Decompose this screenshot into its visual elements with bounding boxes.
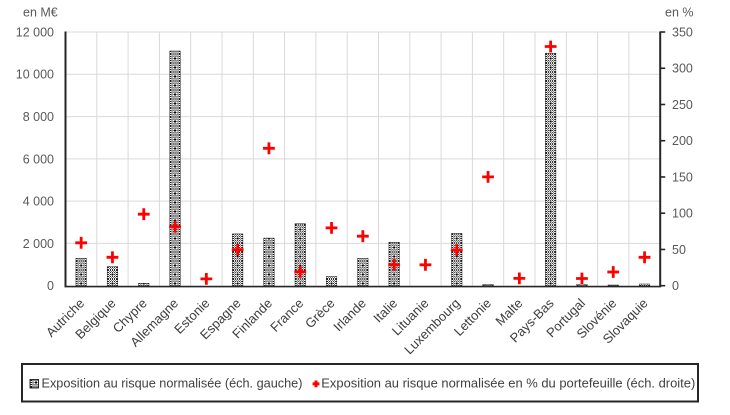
- svg-text:100: 100: [672, 207, 693, 221]
- svg-text:50: 50: [672, 243, 686, 257]
- svg-text:150: 150: [672, 170, 693, 184]
- svg-text:0: 0: [672, 279, 679, 293]
- svg-text:Exposition au risque normalisé: Exposition au risque normalisée (éch. ga…: [42, 376, 303, 390]
- svg-text:10 000: 10 000: [16, 68, 54, 82]
- svg-text:350: 350: [672, 25, 693, 39]
- svg-text:en M€: en M€: [23, 6, 58, 20]
- svg-text:8 000: 8 000: [23, 110, 54, 124]
- svg-text:2 000: 2 000: [23, 237, 54, 251]
- svg-text:6 000: 6 000: [23, 152, 54, 166]
- svg-text:en %: en %: [665, 6, 694, 20]
- svg-text:0: 0: [47, 279, 54, 293]
- svg-text:200: 200: [672, 134, 693, 148]
- svg-text:250: 250: [672, 98, 693, 112]
- svg-text:300: 300: [672, 62, 693, 76]
- svg-text:4 000: 4 000: [23, 195, 54, 209]
- svg-text:12 000: 12 000: [16, 25, 54, 39]
- svg-text:Exposition au risque normalisé: Exposition au risque normalisée en % du …: [321, 375, 695, 390]
